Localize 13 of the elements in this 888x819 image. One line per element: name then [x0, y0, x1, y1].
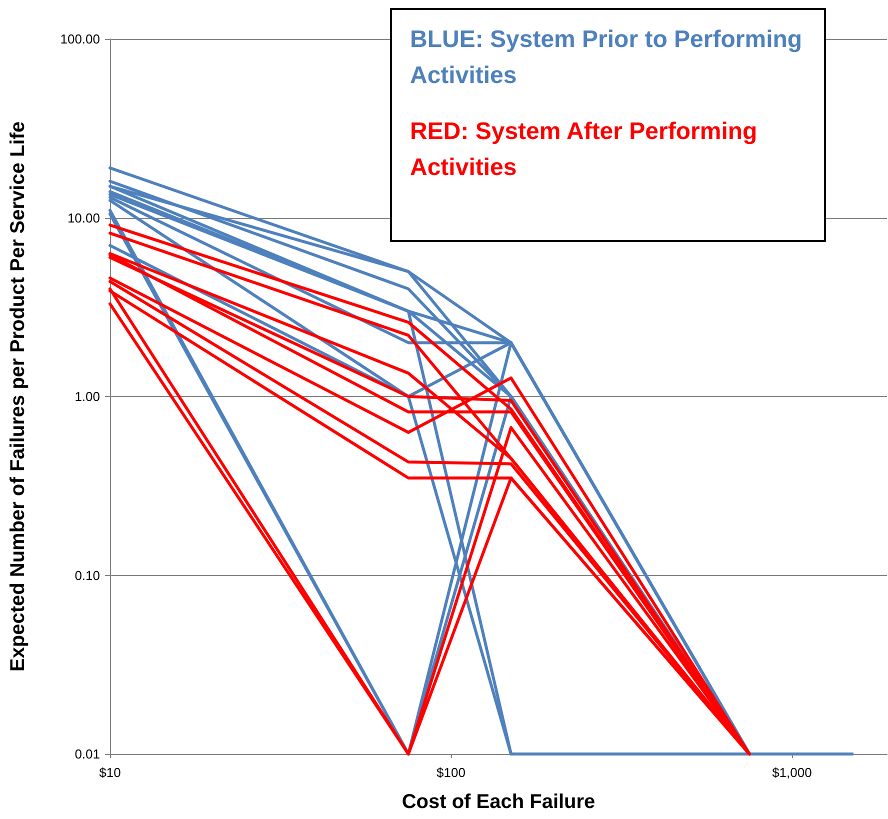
y-tick-label: 100.00 [60, 32, 100, 46]
text-box: BLUE: System Prior to Performing Activities RED: System After Performing Activities [390, 8, 826, 242]
y-tick-label: 10.00 [67, 210, 100, 226]
y-tick-label: 1.00 [74, 389, 100, 404]
annotation: RED: System After Performing Activities [410, 117, 758, 183]
x-tick-label: $10 [99, 765, 121, 780]
x-tick-label: $1,000 [772, 765, 812, 780]
y-tick-label: 0.10 [74, 568, 100, 583]
x-axis-title: Cost of Each Failure [402, 791, 596, 813]
y-axis-title: Expected Number of Failures per Product Per Service Life [7, 121, 29, 672]
x-tick-label: $100 [436, 765, 466, 780]
y-tick-label: 0.01 [74, 746, 100, 762]
annotation: BLUE: System Prior to Performing Activities [410, 25, 804, 91]
